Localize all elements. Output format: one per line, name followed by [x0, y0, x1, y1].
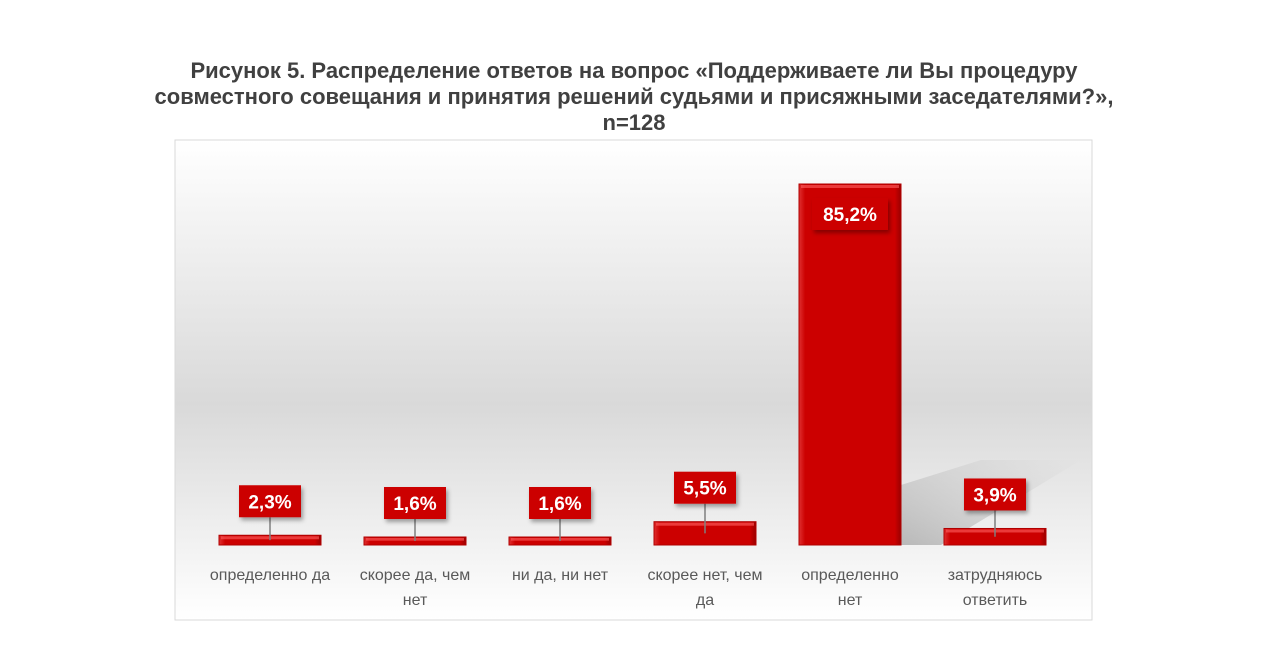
- data-label-box: [674, 471, 736, 504]
- data-label-box: [964, 478, 1026, 511]
- title-line: n=128: [602, 110, 666, 135]
- data-label-box: [239, 485, 301, 518]
- data-label: 1,6%: [393, 494, 436, 515]
- bar-highlight: [801, 185, 899, 188]
- category-label: ответить: [963, 592, 1028, 609]
- category-label: нет: [403, 592, 428, 609]
- category-label: нет: [838, 592, 863, 609]
- data-label-box: [812, 198, 888, 230]
- chart-title: Рисунок 5. Распределение ответов на вопр…: [0, 58, 1268, 136]
- title-line: совместного совещания и принятия решений…: [154, 84, 1114, 109]
- category-label: определенно да: [210, 567, 330, 584]
- category-label: ни да, ни нет: [512, 567, 609, 584]
- data-label: 1,6%: [538, 494, 581, 515]
- category-label: определенно: [801, 567, 899, 584]
- data-label: 85,2%: [823, 205, 877, 226]
- data-label: 3,9%: [973, 485, 1016, 506]
- category-label: да: [696, 592, 714, 609]
- data-label-box: [384, 487, 446, 519]
- category-label: скорее нет, чем: [647, 567, 762, 584]
- plot-area: [174, 139, 1093, 621]
- bar: [798, 183, 902, 546]
- data-label: 5,5%: [683, 479, 726, 500]
- data-label-box: [529, 487, 591, 519]
- category-label: затрудняюсь: [948, 567, 1043, 584]
- category-label: скорее да, чем: [360, 567, 471, 584]
- data-label: 2,3%: [248, 492, 291, 513]
- title-line: Рисунок 5. Распределение ответов на вопр…: [190, 58, 1078, 83]
